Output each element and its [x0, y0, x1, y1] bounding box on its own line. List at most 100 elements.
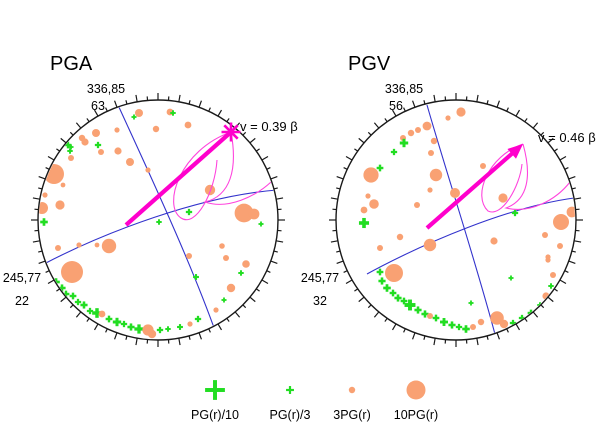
cross-bar-v — [223, 297, 225, 303]
rim-tick — [270, 175, 278, 180]
cross-bar-v — [396, 294, 400, 302]
rim-tick — [358, 137, 365, 144]
cross-bar-v — [158, 219, 160, 225]
marker-positive — [407, 129, 415, 137]
marker-negative — [548, 283, 554, 289]
marker-negative — [509, 319, 517, 327]
rim-tick — [32, 197, 40, 200]
marker-negative — [376, 164, 384, 172]
vector-line-pgv — [425, 148, 518, 230]
marker-positive — [427, 187, 433, 193]
marker-positive — [226, 283, 236, 293]
cross-bar-v — [76, 298, 80, 306]
rim-tick — [38, 175, 46, 180]
rim-tick — [411, 100, 416, 108]
marker-negative — [62, 290, 70, 298]
rim-tick — [47, 279, 55, 285]
panel-pgv: PGV 336,85 56 245,77 32 v = 0.46 β — [301, 53, 596, 347]
marker-positive — [499, 319, 509, 329]
vector-uncertainty-curve-1-pga — [173, 131, 232, 221]
marker-positive — [427, 313, 433, 319]
marker-negative — [156, 326, 164, 334]
marker-positive — [490, 311, 504, 325]
rim-tick — [547, 296, 554, 303]
panel-title-pga: PGA — [50, 53, 93, 75]
axis-label-left-plunge-pga: 22 — [15, 294, 29, 308]
cross-bar-v — [511, 319, 515, 327]
rim-tick — [532, 311, 539, 318]
axis-label-left-plunge-pgv: 32 — [313, 294, 327, 308]
marker-positive — [145, 167, 151, 173]
marker-negative — [455, 323, 463, 331]
marker-positive — [114, 147, 122, 155]
marker-positive — [98, 149, 104, 155]
rim-tick — [217, 109, 223, 117]
marker-negative — [432, 314, 440, 322]
marker-negative — [86, 307, 94, 315]
cross-bar-v — [66, 141, 70, 149]
marker-positive — [135, 109, 143, 117]
nodal-plane-plane-b-pga — [41, 189, 277, 266]
rim-tick — [515, 109, 521, 117]
marker-positive — [60, 182, 66, 188]
cross-bar-v — [450, 321, 454, 329]
marker-negative — [67, 148, 73, 154]
rim-tick — [476, 338, 479, 346]
rim-tick — [93, 109, 99, 117]
marker-positive — [204, 184, 216, 196]
vector-uncertainty-curve-2-pga — [203, 131, 272, 205]
axis-label-left-strike-pga: 245,77 — [3, 271, 41, 285]
marker-positive — [186, 253, 192, 259]
cross-bar-v — [423, 310, 427, 318]
legend-label-1: PG(r)/3 — [270, 408, 311, 422]
marker-negative — [440, 318, 448, 326]
rim-tick — [261, 155, 269, 161]
marker-negative — [376, 268, 384, 276]
cross-bar-v — [69, 148, 71, 154]
marker-positive — [477, 318, 485, 326]
cross-bar-v — [470, 300, 472, 306]
rim-tick — [345, 155, 353, 161]
marker-positive — [55, 245, 61, 251]
marker-positive — [480, 163, 486, 169]
marker-positive — [223, 255, 229, 261]
rim-tick — [113, 332, 118, 340]
marker-positive — [213, 307, 219, 313]
panel-title-pgv: PGV — [348, 53, 391, 75]
cross-bar-v — [187, 208, 191, 216]
marker-positive — [490, 237, 498, 245]
marker-negative — [134, 324, 144, 334]
rim-tick — [32, 240, 40, 243]
cross-bar-v — [115, 317, 119, 327]
rim-tick — [38, 260, 46, 265]
marker-positive — [557, 243, 563, 249]
marker-negative — [390, 148, 398, 156]
marker-positive — [545, 254, 551, 260]
panel-pga: PGA 336,85 63 245,77 22 v = 0.39 β — [3, 53, 298, 347]
cross-bar-v — [378, 268, 382, 276]
cross-bar-v — [513, 209, 517, 217]
marker-negative — [468, 300, 474, 306]
rim-tick — [476, 94, 479, 102]
marker-negative — [358, 217, 370, 229]
marker-positive — [428, 150, 434, 156]
axis-label-top-strike-pgv: 336,85 — [385, 82, 423, 96]
marker-negative — [194, 315, 202, 323]
marker-negative — [80, 301, 88, 309]
marker-positive — [429, 168, 443, 182]
marker-negative — [58, 284, 66, 292]
marker-negative — [414, 306, 422, 314]
marker-positive — [470, 324, 476, 330]
rim-tick — [496, 100, 501, 108]
marker-negative — [399, 138, 409, 148]
star-ray — [223, 124, 239, 140]
marker-negative — [404, 299, 416, 311]
rim-tick — [75, 122, 82, 129]
marker-positive — [147, 329, 157, 339]
cross-bar-v — [240, 270, 242, 276]
cross-bar-v — [137, 324, 141, 334]
rim-tick — [261, 279, 269, 285]
marker-negative — [177, 324, 183, 330]
legend-item-3: 10PG(r) — [394, 380, 438, 422]
marker-negative — [378, 277, 386, 285]
